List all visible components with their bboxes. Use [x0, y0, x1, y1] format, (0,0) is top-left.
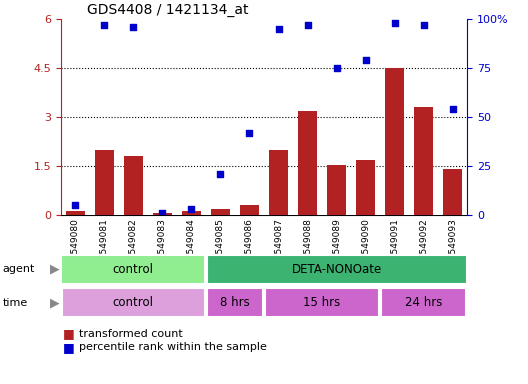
Point — [275, 26, 283, 32]
Text: GSM549093: GSM549093 — [448, 218, 457, 273]
Text: time: time — [3, 298, 28, 308]
Point — [391, 20, 399, 26]
Point — [449, 106, 457, 113]
Bar — [327, 166, 346, 215]
Text: transformed count: transformed count — [79, 329, 183, 339]
Text: 15 hrs: 15 hrs — [304, 296, 341, 309]
Bar — [61, 255, 205, 284]
Point — [333, 65, 341, 71]
Text: 8 hrs: 8 hrs — [220, 296, 250, 309]
Text: GDS4408 / 1421134_at: GDS4408 / 1421134_at — [87, 3, 249, 17]
Point — [71, 202, 80, 208]
Point — [361, 57, 370, 63]
Text: ■: ■ — [63, 327, 75, 340]
Text: percentile rank within the sample: percentile rank within the sample — [79, 342, 267, 352]
Point — [129, 24, 138, 30]
Text: 24 hrs: 24 hrs — [405, 296, 442, 309]
Bar — [211, 209, 230, 215]
Point — [100, 22, 109, 28]
Bar — [207, 288, 263, 317]
Point — [187, 206, 196, 212]
Bar — [298, 111, 317, 215]
Bar — [269, 150, 288, 215]
Point — [420, 22, 428, 28]
Text: ■: ■ — [63, 341, 75, 354]
Text: GSM549091: GSM549091 — [390, 218, 399, 273]
Bar — [206, 255, 467, 284]
Text: GSM549084: GSM549084 — [187, 218, 196, 273]
Text: GSM549089: GSM549089 — [332, 218, 341, 273]
Bar — [385, 68, 404, 215]
Point — [303, 22, 312, 28]
Text: control: control — [113, 263, 154, 276]
Point — [216, 171, 225, 177]
Bar — [95, 150, 114, 215]
Text: GSM549088: GSM549088 — [303, 218, 312, 273]
Point — [245, 130, 254, 136]
Point — [158, 210, 167, 216]
Bar — [381, 288, 466, 317]
Text: ▶: ▶ — [50, 296, 60, 309]
Text: GSM549090: GSM549090 — [361, 218, 370, 273]
Bar — [265, 288, 379, 317]
Text: GSM549082: GSM549082 — [129, 218, 138, 273]
Bar — [153, 214, 172, 215]
Text: GSM549085: GSM549085 — [216, 218, 225, 273]
Text: GSM549086: GSM549086 — [245, 218, 254, 273]
Text: DETA-NONOate: DETA-NONOate — [291, 263, 382, 276]
Text: GSM549081: GSM549081 — [100, 218, 109, 273]
Text: GSM549080: GSM549080 — [71, 218, 80, 273]
Bar — [444, 169, 462, 215]
Bar — [66, 211, 84, 215]
Text: agent: agent — [3, 264, 35, 274]
Bar — [62, 288, 205, 317]
Bar — [356, 160, 375, 215]
Bar — [182, 211, 201, 215]
Bar — [240, 205, 259, 215]
Text: GSM549092: GSM549092 — [419, 218, 428, 273]
Text: GSM549087: GSM549087 — [274, 218, 283, 273]
Bar — [414, 108, 433, 215]
Text: control: control — [113, 296, 154, 309]
Text: GSM549083: GSM549083 — [158, 218, 167, 273]
Text: ▶: ▶ — [50, 263, 60, 276]
Bar — [124, 156, 143, 215]
